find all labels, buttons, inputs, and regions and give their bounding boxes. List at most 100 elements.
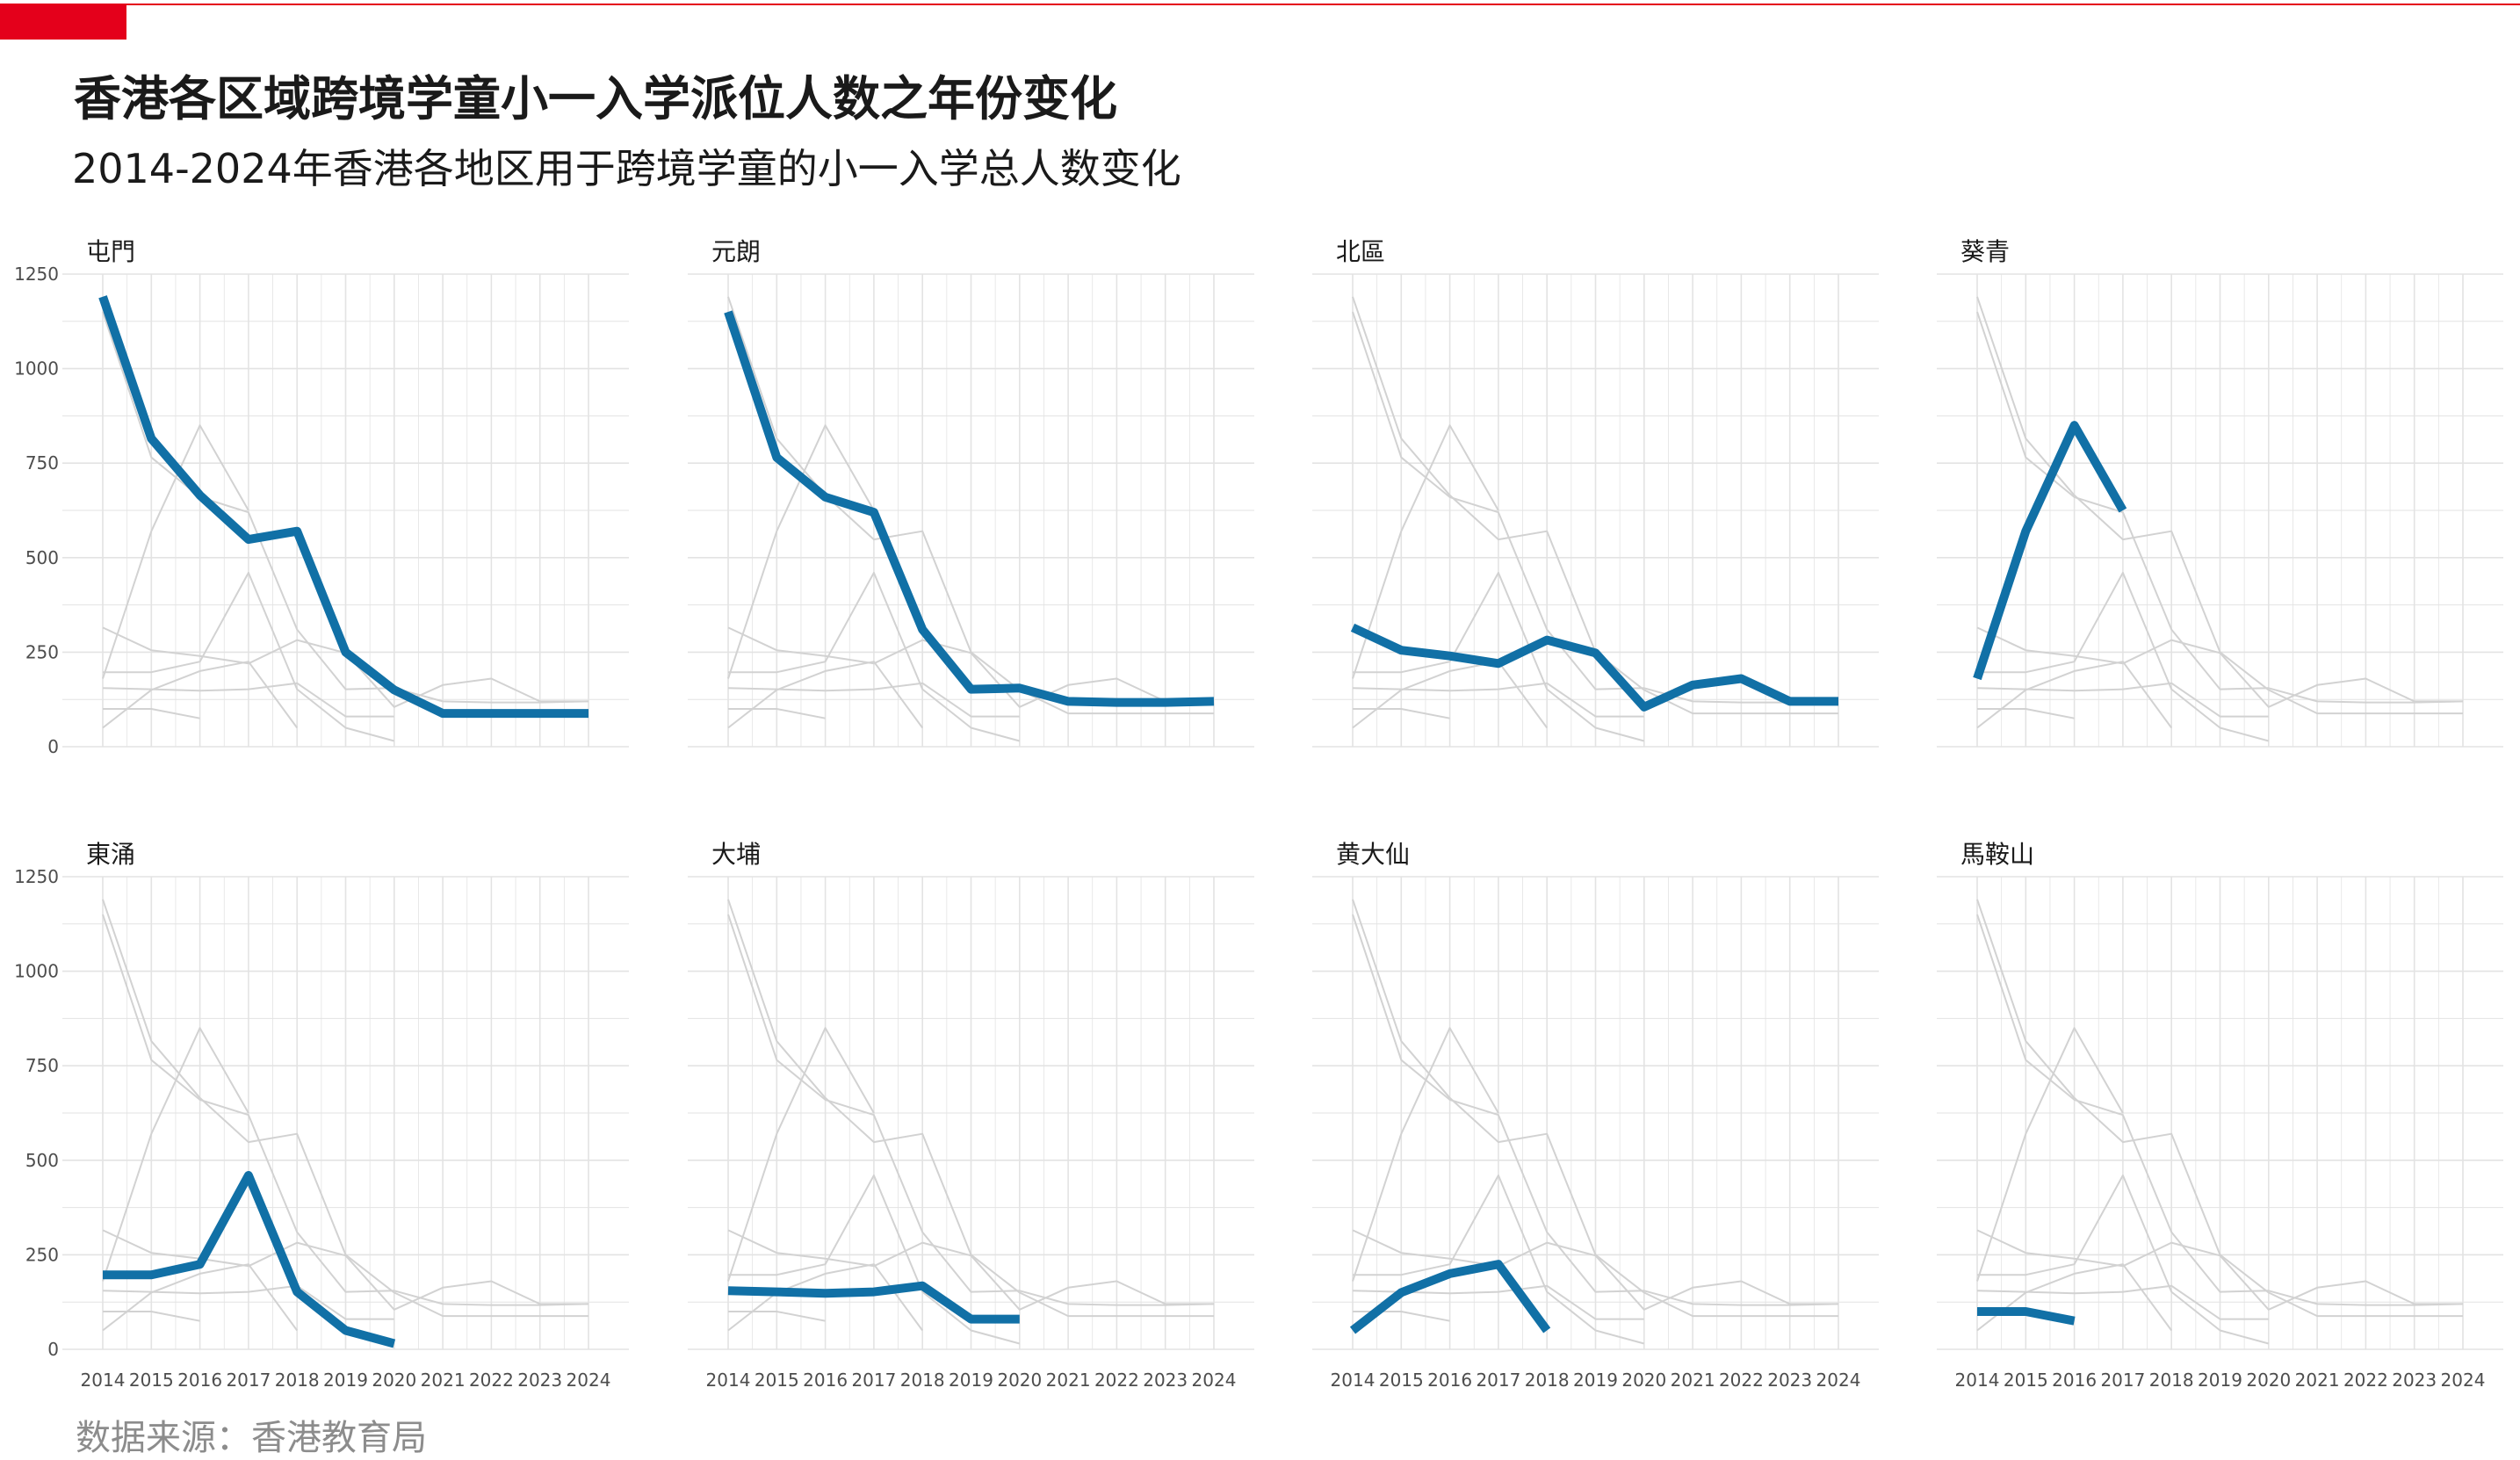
context-line	[1352, 1027, 1499, 1282]
panel-label: 北區	[1336, 237, 1385, 266]
x-tick-label: 2021	[421, 1370, 466, 1391]
panel-屯門: 屯門 0 250 500 750 1000 1250	[14, 237, 629, 757]
context-line	[102, 661, 299, 729]
x-tick-label: 2024	[567, 1370, 611, 1391]
x-tick-label: 2016	[1427, 1370, 1472, 1391]
context-line	[1353, 1175, 1645, 1345]
context-line	[728, 1175, 1021, 1345]
x-tick-label: 2014	[706, 1370, 751, 1391]
x-tick-label: 2022	[1719, 1370, 1764, 1391]
x-tick-label: 2014	[81, 1370, 126, 1391]
x-tick-label: 2020	[2246, 1370, 2291, 1391]
panel-北區: 北區	[1312, 237, 1879, 748]
y-tick-label: 1250	[14, 264, 59, 285]
x-tick-label: 2018	[2149, 1370, 2194, 1391]
x-tick-label: 2015	[755, 1370, 799, 1391]
context-line	[1977, 708, 2075, 719]
series-line-大埔	[727, 1281, 1020, 1324]
x-tick-label: 2023	[2392, 1370, 2437, 1391]
source-note: 数据来源：香港教育局	[76, 1418, 427, 1458]
context-line	[727, 661, 924, 729]
y-tick-label: 250	[25, 1244, 59, 1265]
x-tick-label: 2024	[2441, 1370, 2486, 1391]
context-line	[1976, 914, 2464, 1306]
top-rule	[0, 4, 2520, 5]
x-tick-label: 2017	[851, 1370, 896, 1391]
x-tick-label: 2016	[803, 1370, 848, 1391]
context-line	[1977, 572, 2270, 742]
series-line-黄大仙	[1349, 1260, 1551, 1334]
x-tick-label: 2015	[129, 1370, 174, 1391]
x-tick-label: 2024	[1816, 1370, 1861, 1391]
context-line	[1977, 1175, 2270, 1345]
x-tick-label: 2022	[2343, 1370, 2388, 1391]
x-tick-label: 2018	[1525, 1370, 1570, 1391]
panel-label: 大埔	[711, 840, 761, 869]
context-line	[1976, 1263, 2173, 1332]
x-tick-label: 2019	[323, 1370, 368, 1391]
context-line	[1976, 1229, 2463, 1311]
context-line	[102, 1263, 299, 1332]
x-tick-label: 2020	[372, 1370, 416, 1391]
panel-label: 東涌	[86, 840, 135, 869]
x-tick-label: 2023	[1143, 1370, 1188, 1391]
x-tick-label: 2018	[275, 1370, 320, 1391]
series-line-葵青	[1973, 421, 2127, 681]
x-tick-label: 2022	[1094, 1370, 1139, 1391]
x-tick-label: 2020	[1621, 1370, 1666, 1391]
x-tick-label: 2014	[1331, 1370, 1376, 1391]
x-tick-label: 2022	[469, 1370, 514, 1391]
y-tick-label: 500	[25, 1150, 59, 1171]
context-line	[1352, 1229, 1838, 1311]
panel-東涌: 東涌 0 250 500 750 1000 1250 2014 2015 2016 2017 2018…	[14, 840, 629, 1391]
y-tick-label: 750	[25, 1055, 59, 1076]
y-tick-label: 1000	[14, 358, 59, 379]
series-line-馬鞍山	[1977, 1307, 2076, 1326]
y-tick-label: 500	[25, 547, 59, 568]
chart-title: 香港各区域跨境学童小一入学派位人数之年份变化	[74, 70, 1117, 126]
context-line	[727, 1027, 875, 1282]
y-tick-label: 1250	[14, 866, 59, 887]
x-tick-label: 2017	[1476, 1370, 1520, 1391]
context-line	[102, 311, 589, 704]
context-line	[102, 1229, 588, 1311]
x-tick-label: 2017	[2100, 1370, 2145, 1391]
panel-label: 元朗	[711, 237, 761, 266]
context-line	[103, 708, 200, 719]
context-line	[1353, 572, 1645, 742]
x-tick-label: 2019	[1573, 1370, 1618, 1391]
x-tick-label: 2024	[1192, 1370, 1237, 1391]
y-tick-label: 250	[25, 641, 59, 662]
x-tick-label: 2018	[900, 1370, 945, 1391]
panel-元朗: 元朗	[688, 237, 1254, 748]
x-tick-label: 2023	[517, 1370, 562, 1391]
panel-label: 馬鞍山	[1960, 840, 2034, 869]
x-tick-label: 2020	[997, 1370, 1042, 1391]
context-line	[1976, 1027, 2124, 1282]
context-line	[1353, 708, 1450, 719]
context-line	[1352, 424, 1499, 679]
context-line	[1976, 626, 2463, 708]
series-line-屯門	[98, 295, 588, 719]
context-line	[1353, 1311, 1450, 1322]
series-line-東涌	[103, 1171, 396, 1348]
context-line	[728, 572, 1021, 742]
panel-葵青: 葵青	[1937, 237, 2503, 748]
context-line	[727, 626, 1214, 708]
series-line-元朗	[724, 310, 1215, 707]
x-tick-label: 2019	[2198, 1370, 2242, 1391]
context-line	[102, 914, 589, 1306]
context-line	[728, 1311, 826, 1322]
x-tick-label: 2017	[226, 1370, 271, 1391]
x-tick-label: 2016	[177, 1370, 222, 1391]
x-tick-label: 2021	[1046, 1370, 1091, 1391]
context-line	[103, 572, 395, 742]
context-line	[727, 1229, 1214, 1311]
context-line	[102, 1027, 249, 1282]
x-tick-label: 2016	[2052, 1370, 2097, 1391]
x-tick-label: 2015	[2004, 1370, 2048, 1391]
